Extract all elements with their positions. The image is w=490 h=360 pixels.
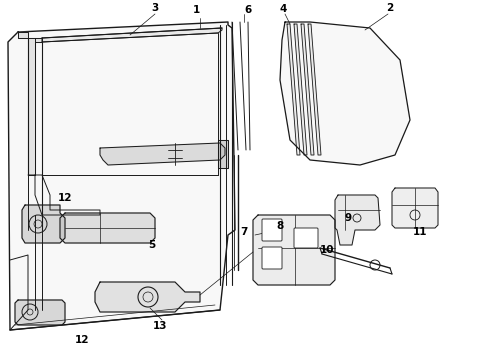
Text: 9: 9 (344, 213, 351, 223)
Text: 12: 12 (58, 193, 72, 203)
Text: 13: 13 (153, 321, 167, 331)
Polygon shape (42, 28, 222, 42)
Text: 5: 5 (148, 240, 156, 250)
Polygon shape (218, 140, 228, 168)
Polygon shape (15, 300, 65, 325)
Polygon shape (294, 24, 307, 155)
Text: 7: 7 (240, 227, 247, 237)
Text: 6: 6 (245, 5, 252, 15)
Polygon shape (253, 215, 335, 285)
Polygon shape (308, 24, 321, 155)
Polygon shape (28, 38, 42, 175)
Polygon shape (8, 22, 235, 330)
Polygon shape (95, 282, 200, 312)
Polygon shape (60, 213, 155, 243)
Polygon shape (100, 143, 225, 165)
Polygon shape (280, 22, 410, 165)
FancyBboxPatch shape (294, 228, 318, 248)
Polygon shape (22, 205, 65, 243)
FancyBboxPatch shape (262, 247, 282, 269)
Polygon shape (301, 24, 314, 155)
Text: 4: 4 (279, 4, 287, 14)
FancyBboxPatch shape (262, 219, 282, 241)
Text: 8: 8 (276, 221, 284, 231)
Text: 10: 10 (320, 245, 334, 255)
Text: 2: 2 (387, 3, 393, 13)
Polygon shape (392, 188, 438, 228)
Text: 3: 3 (151, 3, 159, 13)
Polygon shape (18, 32, 28, 38)
Polygon shape (335, 195, 380, 245)
Text: 1: 1 (193, 5, 199, 15)
Text: 11: 11 (413, 227, 427, 237)
Text: 12: 12 (75, 335, 89, 345)
Polygon shape (287, 24, 300, 155)
